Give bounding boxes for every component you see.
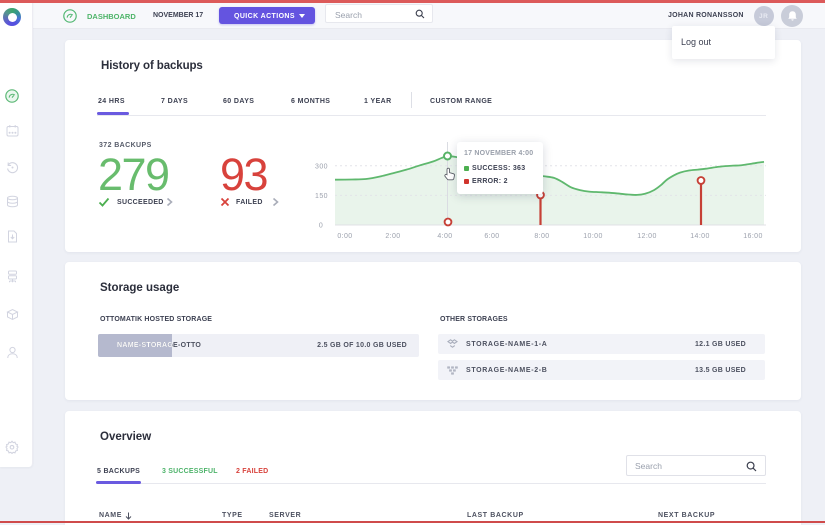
svg-text:2:00: 2:00: [385, 233, 400, 240]
svg-text:10:00: 10:00: [583, 233, 603, 240]
svg-text:150: 150: [315, 193, 328, 200]
svg-text:0:00: 0:00: [337, 233, 352, 240]
svg-text:8:00: 8:00: [534, 233, 549, 240]
svg-text:4:00: 4:00: [437, 233, 452, 240]
svg-text:300: 300: [315, 163, 328, 170]
svg-text:12:00: 12:00: [637, 233, 657, 240]
svg-text:6:00: 6:00: [484, 233, 499, 240]
svg-text:14:00: 14:00: [690, 233, 710, 240]
svg-text:0: 0: [319, 223, 323, 230]
svg-text:16:00: 16:00: [743, 233, 763, 240]
